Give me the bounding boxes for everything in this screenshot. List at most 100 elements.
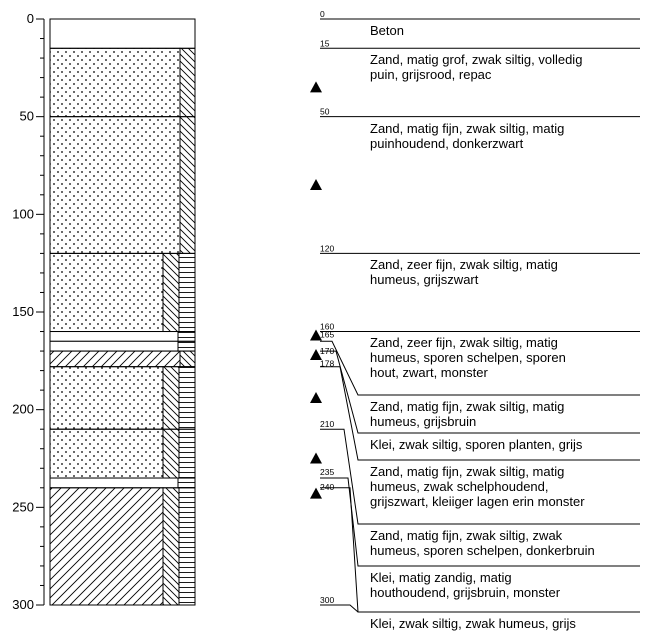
layer-description: Beton [370, 23, 404, 38]
sample-marker [310, 81, 322, 93]
sample-marker [310, 391, 322, 403]
layer-description: Zand, matig fijn, zwak siltig, matigpuin… [370, 121, 564, 151]
layer [49, 477, 196, 489]
layer-description: Zand, zeer fijn, zwak siltig, matighumeu… [370, 257, 558, 287]
layer-fill [49, 428, 164, 479]
layer-description: Zand, matig fijn, zwak siltig, matighume… [370, 464, 585, 509]
layer-strip [178, 428, 196, 479]
boundary-leader [320, 366, 640, 461]
layer [49, 47, 196, 118]
tick-label: 200 [12, 402, 34, 417]
layer-strip [162, 366, 180, 430]
layer-fill [49, 487, 164, 606]
description-line: Klei, matig zandig, matig [370, 570, 512, 585]
description-line: Klei, zwak siltig, sporen planten, grijs [370, 437, 583, 452]
sample-marker [310, 348, 322, 360]
layer-strip [177, 331, 196, 342]
boundary-leader [320, 428, 640, 525]
boundary-leader [320, 604, 640, 613]
lithology-column [49, 18, 196, 606]
layer-fill [49, 350, 181, 368]
tick-label: 250 [12, 499, 34, 514]
sample-marker [310, 329, 322, 341]
depth-label: 300 [320, 595, 334, 605]
layer [49, 252, 196, 333]
description-line: Zand, matig fijn, zwak siltig, matig [370, 464, 564, 479]
layer-description: Zand, matig fijn, zwak siltig, zwakhumeu… [370, 528, 595, 558]
layer [49, 350, 196, 368]
layer [49, 366, 196, 430]
layer-fill [49, 252, 164, 333]
depth-label: 160 [320, 322, 334, 332]
layer-description: Zand, zeer fijn, zwak siltig, matighumeu… [370, 335, 566, 380]
description-line: Zand, matig fijn, zwak siltig, matig [370, 399, 564, 414]
description-line: Zand, zeer fijn, zwak siltig, matig [370, 257, 558, 272]
description-line: humeus, sporen schelpen, donkerbruin [370, 543, 595, 558]
sample-markers [310, 81, 322, 499]
description-line: Zand, matig fijn, zwak siltig, matig [370, 121, 564, 136]
layer-description: Zand, matig grof, zwak siltig, volledigp… [370, 52, 582, 82]
description-line: Beton [370, 23, 404, 38]
layer-strip [178, 366, 196, 430]
depth-label: 178 [320, 359, 334, 369]
description-line: humeus, sporen schelpen, sporen [370, 350, 566, 365]
description-line: houthoudend, grijsbruin, monster [370, 585, 561, 600]
description-line: grijszwart, kleiiger lagen erin monster [370, 494, 585, 509]
layer-description: Klei, zwak siltig, zwak humeus, grijs [370, 616, 576, 631]
description-line: Zand, zeer fijn, zwak siltig, matig [370, 335, 558, 350]
sample-marker [310, 487, 322, 499]
layer-strip [162, 252, 180, 333]
sample-marker [310, 452, 322, 464]
layer-fill [49, 340, 179, 352]
layer-fill [49, 116, 181, 254]
tick-label: 50 [20, 109, 34, 124]
layer-strip [178, 252, 196, 333]
boundary-leader [320, 340, 640, 396]
tick-label: 150 [12, 304, 34, 319]
layer [49, 487, 196, 606]
depth-label: 15 [320, 38, 330, 48]
boundary-leader [320, 350, 640, 434]
description-line: Zand, matig fijn, zwak siltig, zwak [370, 528, 563, 543]
description-line: Klei, zwak siltig, zwak humeus, grijs [370, 616, 576, 631]
boundary-leader [320, 477, 640, 567]
depth-label: 120 [320, 243, 334, 253]
layer-strip [179, 350, 196, 368]
description-line: puinhoudend, donkerzwart [370, 136, 524, 151]
tick-label: 100 [12, 206, 34, 221]
layer-descriptions: Beton Zand, matig grof, zwak siltig, voll… [370, 23, 595, 631]
layer-fill [49, 47, 181, 118]
layer-description: Zand, matig fijn, zwak siltig, matighume… [370, 399, 564, 429]
layer-strip [178, 487, 196, 606]
layer [49, 340, 196, 352]
depth-label: 50 [320, 107, 330, 117]
description-line: humeus, grijsbruin [370, 414, 476, 429]
description-line: humeus, grijszwart [370, 272, 479, 287]
layer-strip [162, 487, 180, 606]
sample-marker [310, 179, 322, 191]
description-line: puin, grijsrood, repac [370, 67, 492, 82]
tick-label: 300 [12, 597, 34, 612]
layer-strip [179, 116, 196, 254]
layer [49, 428, 196, 479]
column-border [49, 18, 196, 606]
description-line: humeus, zwak schelphoudend, [370, 479, 549, 494]
layer-strip [179, 47, 196, 118]
description-line: Zand, matig grof, zwak siltig, volledig [370, 52, 582, 67]
layer-description: Klei, zwak siltig, sporen planten, grijs [370, 437, 583, 452]
layer [49, 331, 196, 342]
tick-label: 0 [27, 11, 34, 26]
layer-strip [162, 428, 180, 479]
depth-label: 165 [320, 329, 334, 339]
layer-strip [177, 477, 196, 489]
layer-fill [49, 18, 196, 49]
layer [49, 18, 196, 49]
description-line: hout, zwart, monster [370, 365, 488, 380]
layer-fill [49, 477, 179, 489]
depth-label: 235 [320, 467, 334, 477]
depth-axis: 0 50 100 150 200 250 300 [12, 11, 45, 612]
layer-strip [177, 340, 196, 352]
